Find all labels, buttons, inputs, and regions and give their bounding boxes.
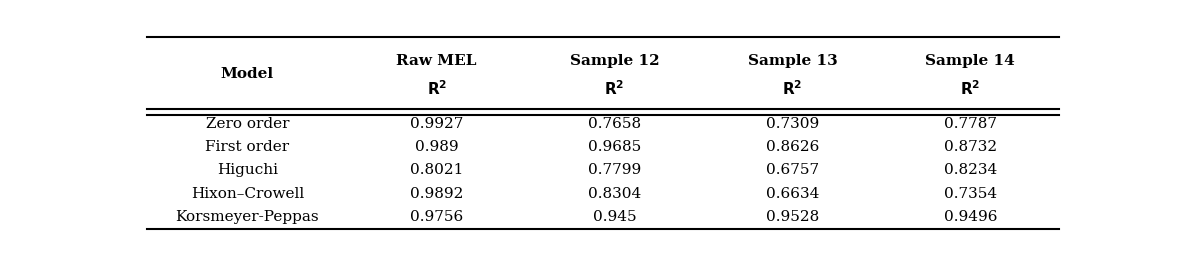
Text: 0.9756: 0.9756: [410, 210, 464, 224]
Text: Higuchi: Higuchi: [217, 163, 278, 177]
Text: 0.8021: 0.8021: [410, 163, 464, 177]
Text: Zero order: Zero order: [206, 117, 290, 131]
Text: 0.945: 0.945: [593, 210, 637, 224]
Text: Raw MEL: Raw MEL: [397, 53, 477, 68]
Text: 0.6634: 0.6634: [766, 187, 819, 201]
Text: 0.989: 0.989: [415, 140, 459, 154]
Text: 0.9685: 0.9685: [588, 140, 641, 154]
Text: 0.8234: 0.8234: [944, 163, 997, 177]
Text: Sample 14: Sample 14: [925, 53, 1016, 68]
Text: $\mathbf{R^2}$: $\mathbf{R^2}$: [605, 79, 625, 98]
Text: 0.7787: 0.7787: [944, 117, 997, 131]
Text: 0.6757: 0.6757: [766, 163, 819, 177]
Text: 0.7799: 0.7799: [588, 163, 641, 177]
Text: 0.9892: 0.9892: [410, 187, 464, 201]
Text: $\mathbf{R^2}$: $\mathbf{R^2}$: [426, 79, 447, 98]
Text: First order: First order: [206, 140, 290, 154]
Text: Sample 12: Sample 12: [570, 53, 659, 68]
Text: 0.9927: 0.9927: [410, 117, 464, 131]
Text: 0.8732: 0.8732: [944, 140, 997, 154]
Text: 0.7354: 0.7354: [944, 187, 997, 201]
Text: 0.9496: 0.9496: [944, 210, 997, 224]
Text: Hixon–Crowell: Hixon–Crowell: [191, 187, 304, 201]
Text: 0.9528: 0.9528: [766, 210, 819, 224]
Text: 0.8304: 0.8304: [588, 187, 641, 201]
Text: $\mathbf{R^2}$: $\mathbf{R^2}$: [960, 79, 980, 98]
Text: Sample 13: Sample 13: [747, 53, 837, 68]
Text: 0.8626: 0.8626: [766, 140, 819, 154]
Text: Model: Model: [221, 67, 274, 81]
Text: 0.7658: 0.7658: [588, 117, 641, 131]
Text: 0.7309: 0.7309: [766, 117, 819, 131]
Text: $\mathbf{R^2}$: $\mathbf{R^2}$: [783, 79, 803, 98]
Text: Korsmeyer-Peppas: Korsmeyer-Peppas: [175, 210, 319, 224]
